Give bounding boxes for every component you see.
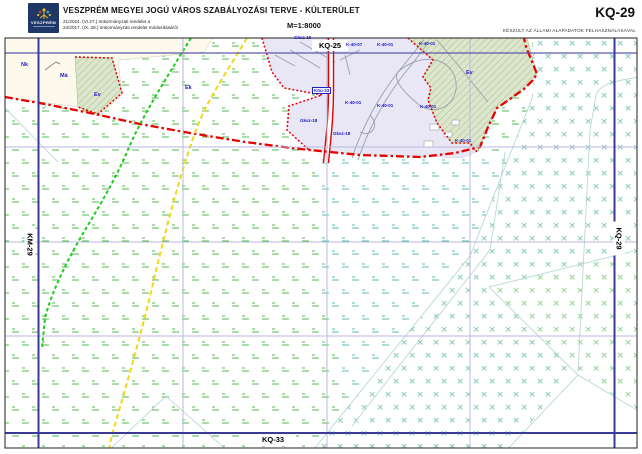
- zone-label-k4001-b: K-40-01: [377, 103, 394, 108]
- sheet-code: KQ-29: [595, 5, 635, 20]
- zone-label-k4007: K-40-07: [346, 42, 363, 47]
- map-frame: [4, 37, 638, 449]
- zone-label-gksz18-b: Gksz-18: [333, 131, 351, 136]
- zone-label-k4001-d: K-40-01: [455, 138, 472, 143]
- zone-label-ek: Ek: [184, 85, 193, 92]
- zone-label-ev-small: Ev: [94, 92, 101, 98]
- survey-mark: [44, 61, 61, 71]
- veszprem-logo: VESZPRÉM: [28, 3, 59, 33]
- adjacent-sheet-left: KM-29: [24, 227, 36, 262]
- adjacent-sheet-bottom: KQ-33: [250, 434, 296, 446]
- ordinance-line-1: 21/2024. (VI.27.) önkormányzati rendelet…: [63, 19, 151, 24]
- logo-text: VESZPRÉM: [30, 20, 57, 25]
- yellow-utility-line: [108, 38, 248, 448]
- zone-label-gksz19: Gksz-19: [294, 35, 312, 40]
- zone-label-k4001-top1: K-40-01: [377, 42, 394, 47]
- zone-border-dotted: [74, 38, 478, 153]
- title-block: VESZPRÉM VESZPRÉM MEGYEI JOGÚ VÁROS SZAB…: [0, 0, 642, 38]
- logo-tagline-rule: [32, 26, 55, 30]
- page-title: VESZPRÉM MEGYEI JOGÚ VÁROS SZABÁLYOZÁSI …: [63, 6, 360, 15]
- zone-label-k4001-a: K-40-01: [345, 100, 362, 105]
- road-label-kou33: Köu-33: [312, 87, 332, 94]
- veszprem-crest-icon: [36, 8, 51, 19]
- adjacent-sheet-top: KQ-25: [312, 40, 348, 51]
- ordinance-line-2: 24/2017. (IX. 28.) önkormányzati rendele…: [63, 25, 178, 30]
- zone-label-nk: Nk: [21, 62, 29, 68]
- zone-label-k4001-c: K-40-01: [420, 104, 437, 109]
- green-dashed-line: [41, 38, 192, 349]
- grid-lines-light: [5, 38, 637, 448]
- zone-label-k4001-top2: K-40-01: [419, 41, 436, 46]
- zone-label-gksz18-a: Gksz-18: [300, 118, 318, 123]
- base-data-note: KÉSZÜLT AZ ÁLLAMI ALAPADATOK FELHASZNÁLÁ…: [502, 28, 636, 33]
- map-scale: M=1:8000: [287, 21, 321, 30]
- road-junction-drawing: [274, 39, 489, 161]
- municipal-boundary-line: [5, 38, 539, 159]
- adjacent-sheet-right: KQ-29: [613, 221, 625, 256]
- zone-label-ev-large: Ev: [466, 70, 473, 76]
- pattern-region-x-green: [489, 249, 637, 411]
- pattern-region-grass-teal: [315, 152, 505, 427]
- zone-label-ma: Má: [60, 73, 68, 79]
